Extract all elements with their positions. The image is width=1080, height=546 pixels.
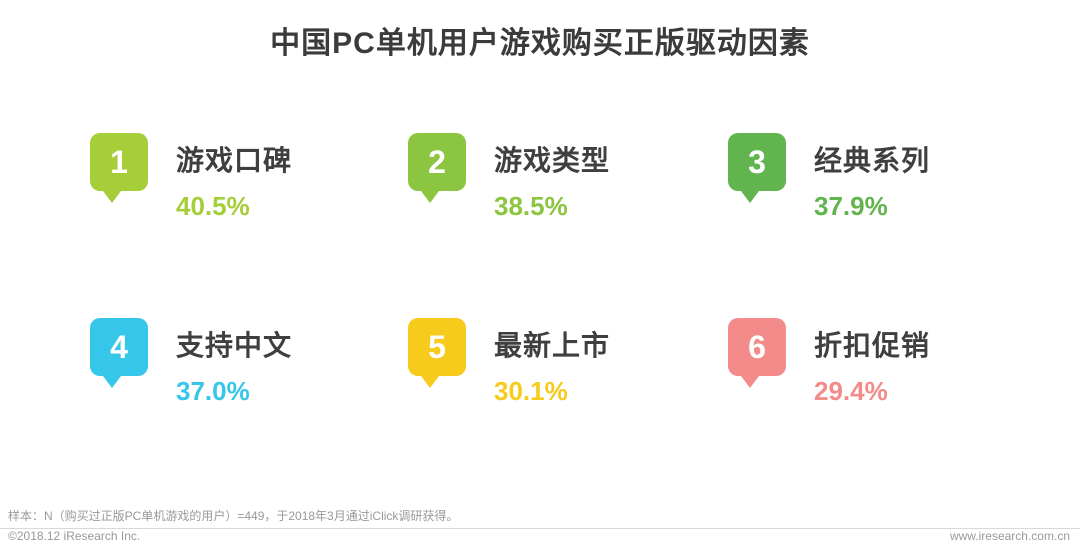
rank-number: 2: [428, 143, 446, 180]
rank-number: 4: [110, 328, 128, 365]
factor-label: 经典系列: [814, 145, 931, 176]
factor-item: 5 最新上市 30.1%: [408, 318, 728, 407]
factor-item: 4 支持中文 37.0%: [90, 318, 408, 407]
factor-text: 经典系列 37.9%: [814, 133, 930, 222]
footer-bar: ©2018.12 iResearch Inc. www.iresearch.co…: [8, 529, 1070, 543]
rank-number: 1: [110, 143, 128, 180]
factor-item: 6 折扣促销 29.4%: [728, 318, 1048, 407]
rank-number: 5: [428, 328, 446, 365]
factor-value: 38.5%: [494, 191, 568, 221]
page-title: 中国PC单机用户游戏购买正版驱动因素: [270, 27, 810, 60]
factor-value: 40.5%: [176, 191, 250, 221]
rank-badge: 4: [90, 318, 148, 388]
rank-number: 3: [748, 143, 766, 180]
factor-text: 支持中文 37.0%: [176, 318, 292, 407]
factor-item: 2 游戏类型 38.5%: [408, 133, 728, 222]
sample-note: 样本：N（购买过正版PC单机游戏的用户）=449，于2018年3月通过iClic…: [8, 509, 459, 523]
factor-label: 游戏类型: [494, 145, 611, 176]
factor-label: 折扣促销: [814, 330, 931, 361]
factor-value: 37.0%: [176, 376, 250, 406]
factor-label: 最新上市: [494, 330, 611, 361]
copyright-text: ©2018.12 iResearch Inc.: [8, 529, 141, 543]
factor-value: 29.4%: [814, 376, 888, 406]
factor-item: 1 游戏口碑 40.5%: [90, 133, 408, 222]
factor-value: 30.1%: [494, 376, 568, 406]
website-url: www.iresearch.com.cn: [949, 529, 1070, 543]
factor-label: 游戏口碑: [176, 145, 293, 176]
factor-text: 最新上市 30.1%: [494, 318, 610, 407]
rank-badge: 6: [728, 318, 786, 388]
factor-label: 支持中文: [176, 330, 293, 361]
factors-grid: 1 游戏口碑 40.5% 2 游戏类型 38.5% 3 经典系列 37.9%: [90, 133, 1050, 407]
factor-text: 游戏类型 38.5%: [494, 133, 610, 222]
factor-item: 3 经典系列 37.9%: [728, 133, 1048, 222]
rank-badge: 1: [90, 133, 148, 203]
rank-badge: 5: [408, 318, 466, 388]
rank-number: 6: [748, 328, 766, 365]
rank-badge: 2: [408, 133, 466, 203]
factor-text: 折扣促销 29.4%: [814, 318, 930, 407]
rank-badge: 3: [728, 133, 786, 203]
factor-value: 37.9%: [814, 191, 888, 221]
factor-text: 游戏口碑 40.5%: [176, 133, 292, 222]
footer-divider: [0, 528, 1080, 529]
